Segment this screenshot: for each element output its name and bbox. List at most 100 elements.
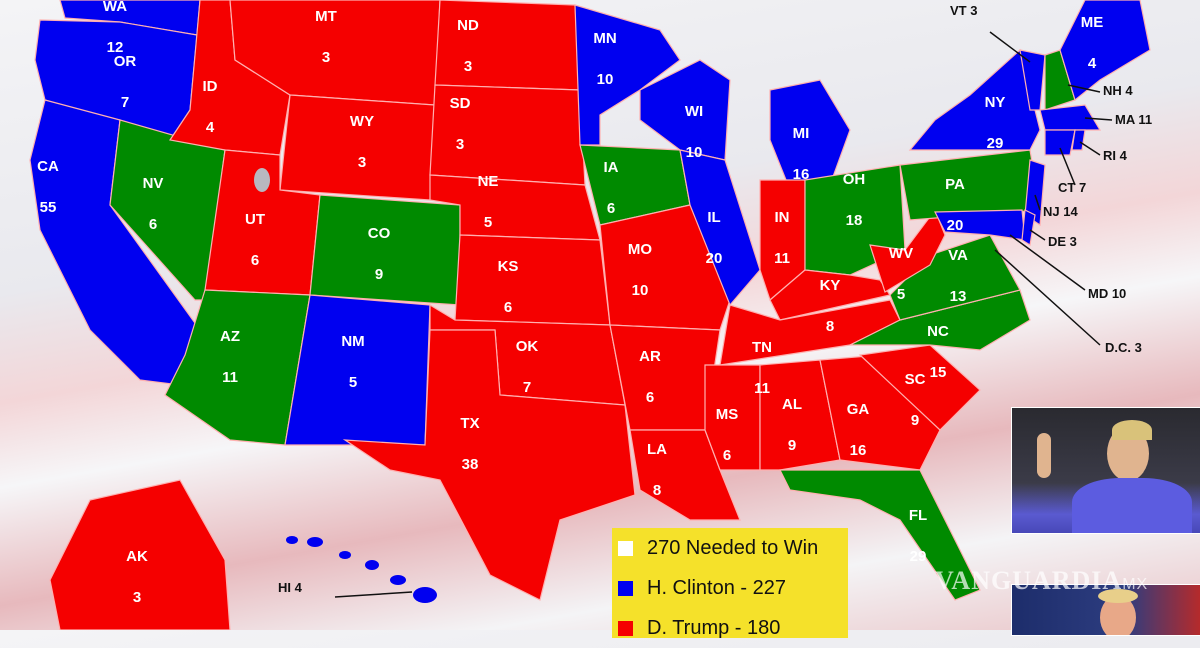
state-label-al: AL xyxy=(782,396,802,413)
state-label-la: LA xyxy=(647,441,667,458)
state-nm[interactable] xyxy=(284,294,431,446)
state-votes-ne: 5 xyxy=(484,214,492,231)
state-votes-tx: 38 xyxy=(462,456,479,473)
state-label-ky: KY xyxy=(820,277,841,294)
state-label-nm: NM xyxy=(341,333,364,350)
state-label-ut: UT xyxy=(245,211,265,228)
state-hi[interactable] xyxy=(365,560,379,570)
state-label-ne: NE xyxy=(478,173,499,190)
legend-item-needed: 270 Needed to Win xyxy=(612,528,848,568)
state-votes-ut: 6 xyxy=(251,252,259,269)
callout-line xyxy=(1009,234,1086,291)
state-nd[interactable] xyxy=(434,0,581,91)
state-votes-co: 9 xyxy=(375,266,383,283)
callout-line xyxy=(1029,229,1046,241)
state-ak[interactable] xyxy=(49,479,231,630)
state-label-or: OR xyxy=(114,53,137,70)
legend-item-clinton: H. Clinton - 227 xyxy=(612,568,848,608)
state-label-ks: KS xyxy=(498,258,519,275)
state-wy[interactable] xyxy=(279,94,436,201)
state-votes-il: 20 xyxy=(706,250,723,267)
state-label-ny: NY xyxy=(985,94,1006,111)
state-label-mi: MI xyxy=(793,125,810,142)
watermark-brand: VANGUARDIA xyxy=(935,566,1123,595)
state-votes-nc: 15 xyxy=(930,364,947,381)
state-al[interactable] xyxy=(759,359,841,471)
state-votes-mi: 16 xyxy=(793,166,810,183)
state-ny[interactable] xyxy=(908,48,1041,151)
state-label-mo: MO xyxy=(628,241,652,258)
callout-label-ct: CT 7 xyxy=(1058,180,1086,195)
state-votes-nm: 5 xyxy=(349,374,357,391)
callout-label-hi: HI 4 xyxy=(278,580,303,595)
state-ct[interactable] xyxy=(1044,129,1076,156)
state-votes-nv: 6 xyxy=(149,216,157,233)
state-label-in: IN xyxy=(775,209,790,226)
state-label-tn: TN xyxy=(752,339,772,356)
state-ms[interactable] xyxy=(704,364,761,471)
state-votes-wv: 5 xyxy=(897,286,905,303)
state-votes-az: 11 xyxy=(222,369,238,386)
state-votes-ar: 6 xyxy=(646,389,654,406)
state-label-az: AZ xyxy=(220,328,240,345)
state-me[interactable] xyxy=(1059,0,1151,102)
state-label-co: CO xyxy=(368,225,391,242)
state-votes-ia: 6 xyxy=(607,200,615,217)
state-wv[interactable] xyxy=(869,208,946,293)
clinton-photo xyxy=(1011,407,1200,534)
state-hi[interactable] xyxy=(390,575,406,585)
trump-photo xyxy=(1011,584,1200,636)
state-votes-mt: 3 xyxy=(322,49,330,66)
callout-line xyxy=(994,249,1101,346)
state-mo[interactable] xyxy=(599,204,731,331)
callout-line xyxy=(1079,141,1101,156)
watermark-suffix: MX xyxy=(1122,576,1149,593)
state-votes-al: 9 xyxy=(788,437,796,454)
state-votes-wy: 3 xyxy=(358,154,366,171)
state-ks[interactable] xyxy=(454,234,611,326)
state-votes-pa: 20 xyxy=(947,217,964,234)
state-ma[interactable] xyxy=(1039,104,1102,131)
state-label-nc: NC xyxy=(927,323,949,340)
state-votes-ks: 6 xyxy=(504,299,512,316)
state-votes-or: 7 xyxy=(121,94,129,111)
callout-line xyxy=(334,591,413,598)
state-label-ms: MS xyxy=(716,406,739,423)
state-fl[interactable] xyxy=(779,469,981,601)
state-label-nd: ND xyxy=(457,17,479,34)
state-il[interactable] xyxy=(679,149,761,307)
state-votes-oh: 18 xyxy=(846,212,863,229)
state-hi[interactable] xyxy=(413,587,437,603)
legend-label: H. Clinton - 227 xyxy=(647,576,786,599)
callout-line xyxy=(1034,194,1041,211)
state-sc[interactable] xyxy=(858,344,981,431)
state-votes-wi: 10 xyxy=(686,144,703,161)
state-label-va: VA xyxy=(948,247,968,264)
state-de[interactable] xyxy=(1021,209,1036,246)
state-votes-sc: 9 xyxy=(911,412,919,429)
state-md[interactable] xyxy=(934,209,1026,241)
state-label-wi: WI xyxy=(685,103,703,120)
state-label-il: IL xyxy=(707,209,720,226)
state-votes-ak: 3 xyxy=(133,589,141,606)
callout-line xyxy=(1059,147,1076,186)
state-mi[interactable] xyxy=(769,79,851,191)
state-tx[interactable] xyxy=(342,329,636,601)
state-co[interactable] xyxy=(309,194,461,306)
state-votes-id: 4 xyxy=(206,119,215,136)
state-hi[interactable] xyxy=(286,536,298,544)
callout-label-md: MD 10 xyxy=(1088,286,1126,301)
state-hi[interactable] xyxy=(307,537,323,547)
state-label-wy: WY xyxy=(350,113,374,130)
state-votes-wa: 12 xyxy=(107,39,124,56)
state-votes-nd: 3 xyxy=(464,58,472,75)
callout-label-vt: VT 3 xyxy=(950,3,977,18)
state-ar[interactable] xyxy=(609,324,721,431)
state-votes-ky: 8 xyxy=(826,318,834,335)
callout-label-ri: RI 4 xyxy=(1103,148,1128,163)
state-votes-tn: 11 xyxy=(754,380,770,397)
state-ri[interactable] xyxy=(1071,129,1086,151)
state-label-ok: OK xyxy=(516,338,539,355)
state-label-sc: SC xyxy=(905,371,926,388)
state-hi[interactable] xyxy=(339,551,351,559)
